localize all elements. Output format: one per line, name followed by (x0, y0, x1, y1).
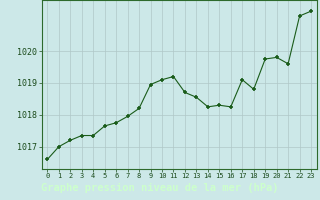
Text: Graphe pression niveau de la mer (hPa): Graphe pression niveau de la mer (hPa) (41, 183, 279, 193)
